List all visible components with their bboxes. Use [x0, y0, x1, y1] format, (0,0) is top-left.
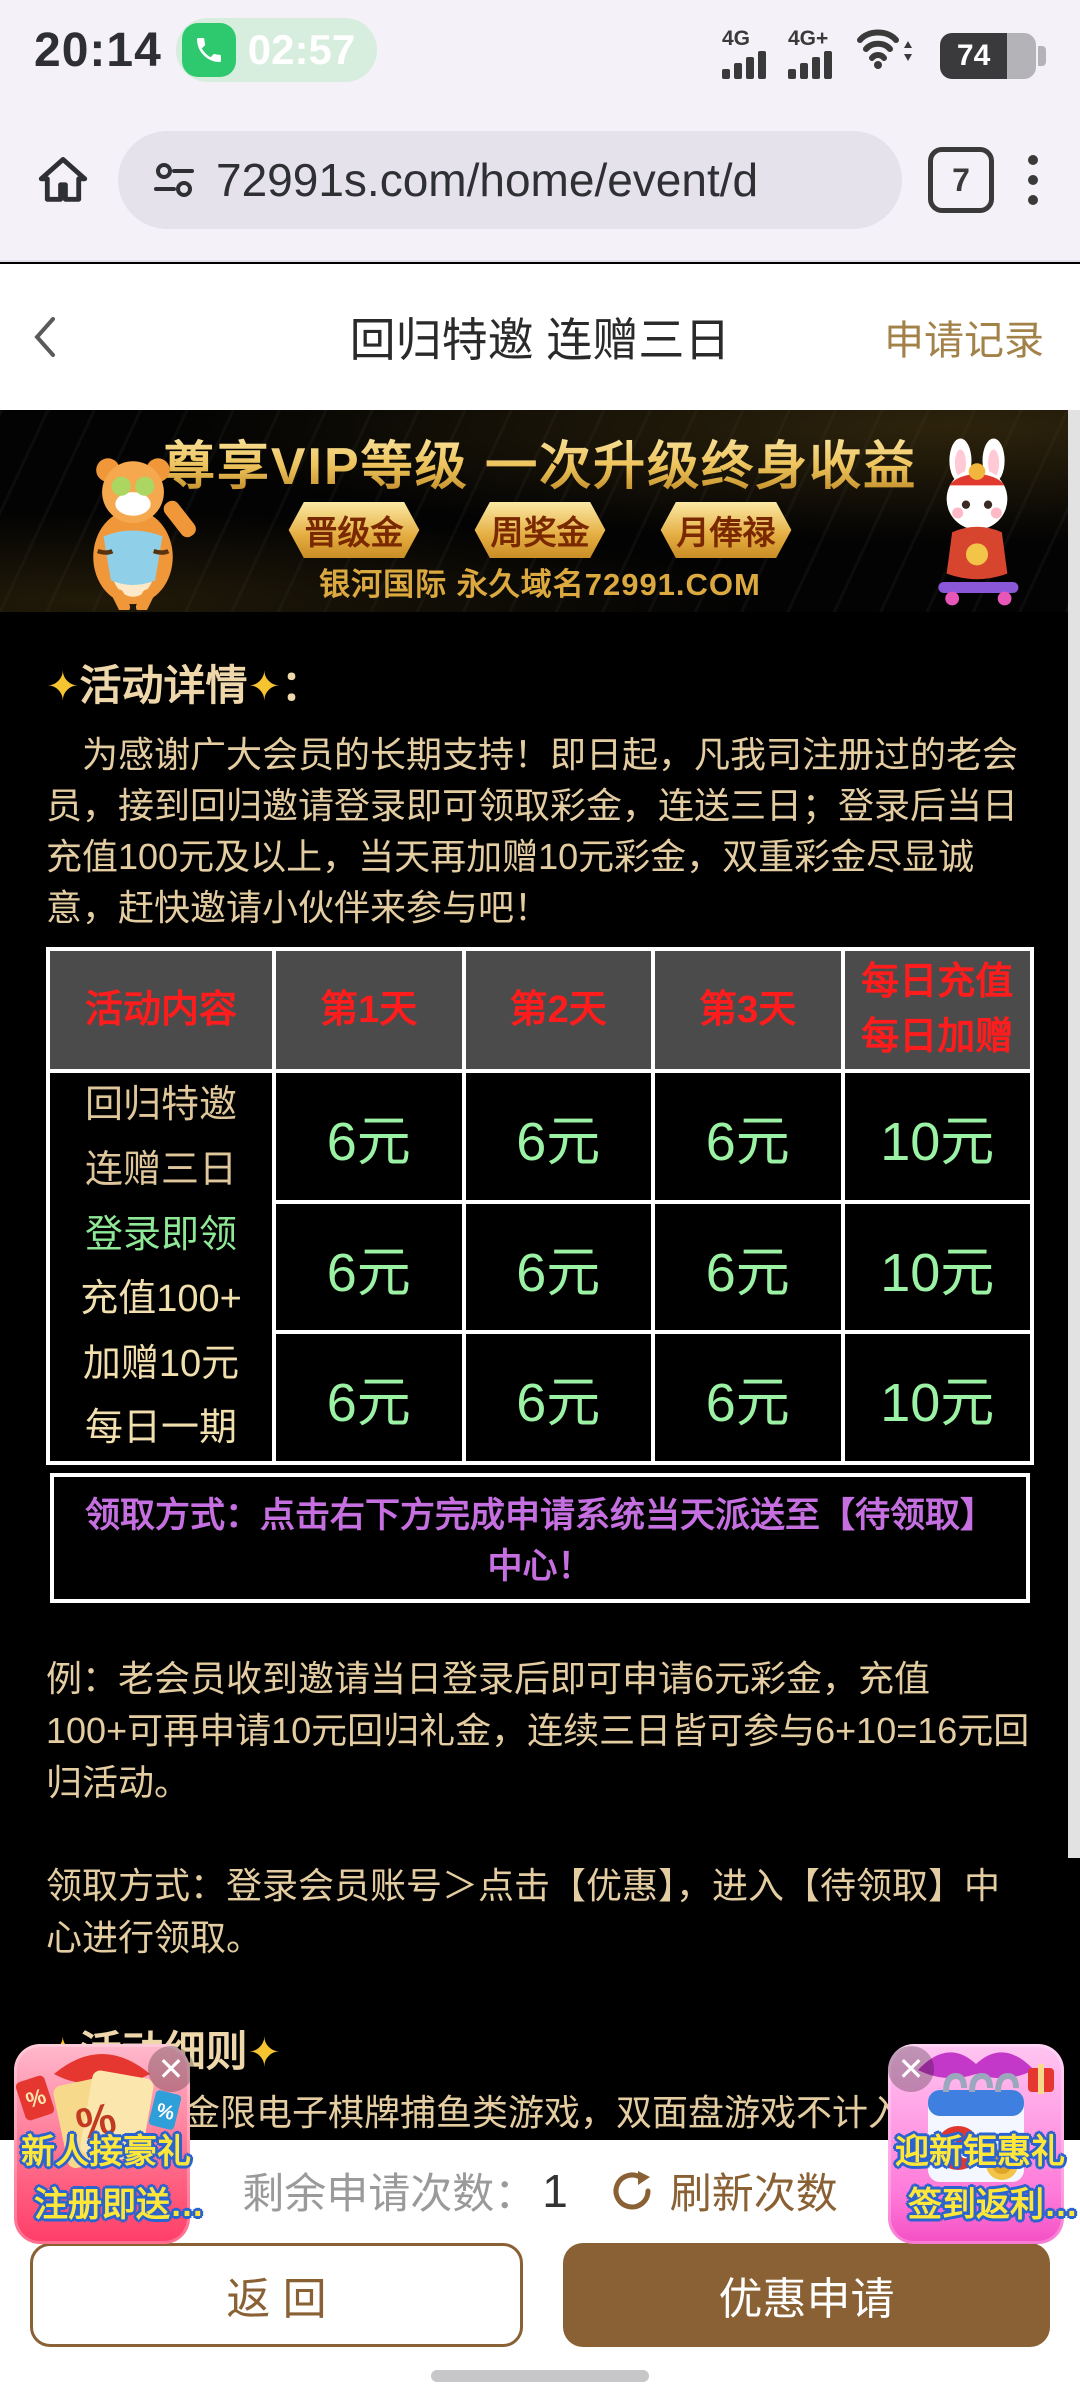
example-paragraph: 例：老会员收到邀请当日登录后即可申请6元彩金，充值100+可再申请10元回归礼金… [46, 1658, 1030, 1804]
remaining-count: 1 [542, 2164, 568, 2217]
page-header: 回归特邀 连赠三日 申请记录 [0, 264, 1080, 410]
ongoing-call-chip[interactable]: 02:57 [175, 18, 378, 82]
footer-buttons: 返 回 优惠申请 [0, 2243, 1080, 2347]
claim-instruction-text: 领取方式：点击右下方完成申请系统当天派送至【待领取】中心！ [84, 1496, 995, 1586]
bonus-cell: 6元 [461, 1069, 655, 1204]
bonus-cell: 6元 [272, 1199, 466, 1335]
return-button[interactable]: 返 回 [30, 2243, 523, 2347]
rules-title: ✦活动细则✦ [46, 2018, 1034, 2079]
status-bar-right: 4G 4G+ 74 [722, 22, 1046, 79]
svg-text:%: % [946, 2133, 971, 2164]
bonus-cell: 6元 [651, 1330, 845, 1465]
refresh-label: 刷新次数 [669, 2170, 838, 2217]
bonus-cell: 6元 [461, 1199, 655, 1335]
claim-method-paragraph: 领取方式：登录会员账号＞点击【优惠】，进入【待领取】中心进行领取。 [46, 1864, 1001, 1958]
banner-domain-note: 银河国际 永久域名72991.COM [319, 567, 761, 602]
site-settings-icon[interactable] [152, 158, 196, 202]
event-content: 尊享VIP等级 一次升级终身收益 晋级金 周奖金 月俸禄 银河国际 永久域名72… [0, 410, 1080, 2388]
clock: 20:14 [34, 23, 162, 77]
battery-level: 74 [940, 32, 1008, 79]
table-row: 回归特邀 连赠三日 登录即领 充值100+ 加赠10元 每日一期 6元 6元 6… [46, 1069, 1034, 1465]
url-text: 72991s.com/home/event/d [216, 154, 759, 206]
bonus-cell: 6元 [651, 1069, 845, 1204]
vip-banner: 尊享VIP等级 一次升级终身收益 晋级金 周奖金 月俸禄 银河国际 永久域名72… [0, 410, 1080, 612]
bonus-cell: 10元 [840, 1069, 1034, 1204]
apply-promotion-button[interactable]: 优惠申请 [563, 2243, 1050, 2347]
refresh-counts-button[interactable]: 刷新次数 [608, 2160, 838, 2221]
page-scrollbar[interactable] [1068, 410, 1080, 1858]
back-chevron-icon[interactable] [0, 313, 90, 361]
bonus-table: 活动内容 第1天 第2天 第3天 每日充值 每日加赠 回归特邀 连赠三日 登录即… [46, 947, 1034, 1465]
header-activity: 活动内容 [46, 947, 276, 1074]
phone-call-icon [181, 23, 236, 77]
tab-switcher[interactable]: 7 [928, 147, 994, 213]
browser-menu-icon[interactable] [1020, 151, 1046, 209]
rabbit-mascot-image [938, 438, 1019, 606]
page-title: 回归特邀 连赠三日 [349, 314, 731, 366]
refresh-icon [613, 2170, 651, 2209]
home-indicator-bar[interactable] [431, 2370, 649, 2382]
remaining-counts-row: 剩余申请次数： 1 刷新次数 [0, 2160, 1080, 2221]
banner-badge-monthly: 月俸禄 [660, 502, 792, 558]
banner-headline: 尊享VIP等级 一次升级终身收益 [0, 424, 1080, 499]
table-row: 6元 6元 6元 10元 [48, 1199, 1034, 1335]
header-day2: 第2天 [461, 947, 655, 1074]
table-row: 6元 6元 6元 10元 [48, 1330, 1034, 1465]
banner-badge-promotion: 晋级金 [288, 502, 420, 558]
promo-float-welcome[interactable]: ✕ % 迎新钜惠礼 签到返利… [888, 2044, 1078, 2296]
bonus-table-header-row: 活动内容 第1天 第2天 第3天 每日充值 每日加赠 [46, 947, 1034, 1074]
status-bar: 20:14 02:57 4G 4G+ [0, 0, 1080, 100]
banner-badge-row: 晋级金 周奖金 月俸禄 [278, 502, 802, 558]
application-records-link[interactable]: 申请记录 [884, 319, 1044, 363]
remaining-label: 剩余申请次数： [242, 2170, 537, 2217]
call-duration: 02:57 [247, 26, 356, 73]
promo-right-caption[interactable]: 迎新钜惠礼 签到返利… [895, 2133, 1078, 2224]
claim-instruction-box: 领取方式：点击右下方完成申请系统当天派送至【待领取】中心！ [50, 1473, 1030, 1603]
sparkle-icon: ✦ [247, 2030, 282, 2075]
bonus-cell: 6元 [272, 1330, 466, 1465]
close-icon[interactable]: ✕ [148, 2046, 194, 2092]
battery-icon: 74 [940, 32, 1046, 79]
bonus-cell: 6元 [461, 1330, 655, 1465]
tiger-mascot-image [93, 458, 196, 610]
signal-4gplus-icon: 4G+ [788, 28, 832, 79]
bonus-cell: 6元 [651, 1199, 845, 1335]
browser-toolbar: 72991s.com/home/event/d 7 [0, 100, 1080, 262]
banner-badge-weekly: 周奖金 [474, 502, 606, 558]
promo-left-caption[interactable]: 新人接豪礼 注册即送… [21, 2133, 204, 2224]
wifi-icon [854, 20, 918, 77]
svg-text:%: % [154, 2099, 177, 2125]
sparkle-icon: ✦ [247, 665, 282, 709]
newcomer-gift-image[interactable]: % % % [14, 2044, 190, 2244]
address-bar[interactable]: 72991s.com/home/event/d [118, 131, 902, 229]
event-details-section: ✦活动详情✦： 为感谢广大会员的长期支持！即日起，凡我司注册过的老会员，接到回归… [0, 612, 1080, 937]
welcome-signin-image[interactable]: % [888, 2044, 1064, 2244]
details-paragraph: 为感谢广大会员的长期支持！即日起，凡我司注册过的老会员，接到回归邀请登录即可领取… [46, 734, 1019, 929]
home-icon[interactable] [34, 151, 92, 209]
bonus-cell: 6元 [272, 1069, 466, 1204]
sparkle-icon: ✦ [46, 665, 80, 709]
signal-4g-icon: 4G [722, 28, 766, 79]
status-bar-left: 20:14 02:57 [34, 18, 378, 82]
bonus-cell: 10元 [840, 1330, 1034, 1465]
details-title: ✦活动详情✦： [46, 662, 324, 709]
header-day1: 第1天 [272, 947, 466, 1074]
header-day3: 第3天 [651, 947, 845, 1074]
header-daily-topup: 每日充值 每日加赠 [840, 947, 1034, 1074]
action-footer: 剩余申请次数： 1 刷新次数 返 回 优惠申请 [0, 2140, 1080, 2388]
bonus-cell: 10元 [840, 1199, 1034, 1335]
promo-float-newcomer[interactable]: ✕ % % % 新人接豪礼 注册即送… [14, 2044, 204, 2296]
close-icon[interactable]: ✕ [888, 2046, 934, 2092]
activity-description-cell: 回归特邀 连赠三日 登录即领 充值100+ 加赠10元 每日一期 [46, 1069, 276, 1465]
